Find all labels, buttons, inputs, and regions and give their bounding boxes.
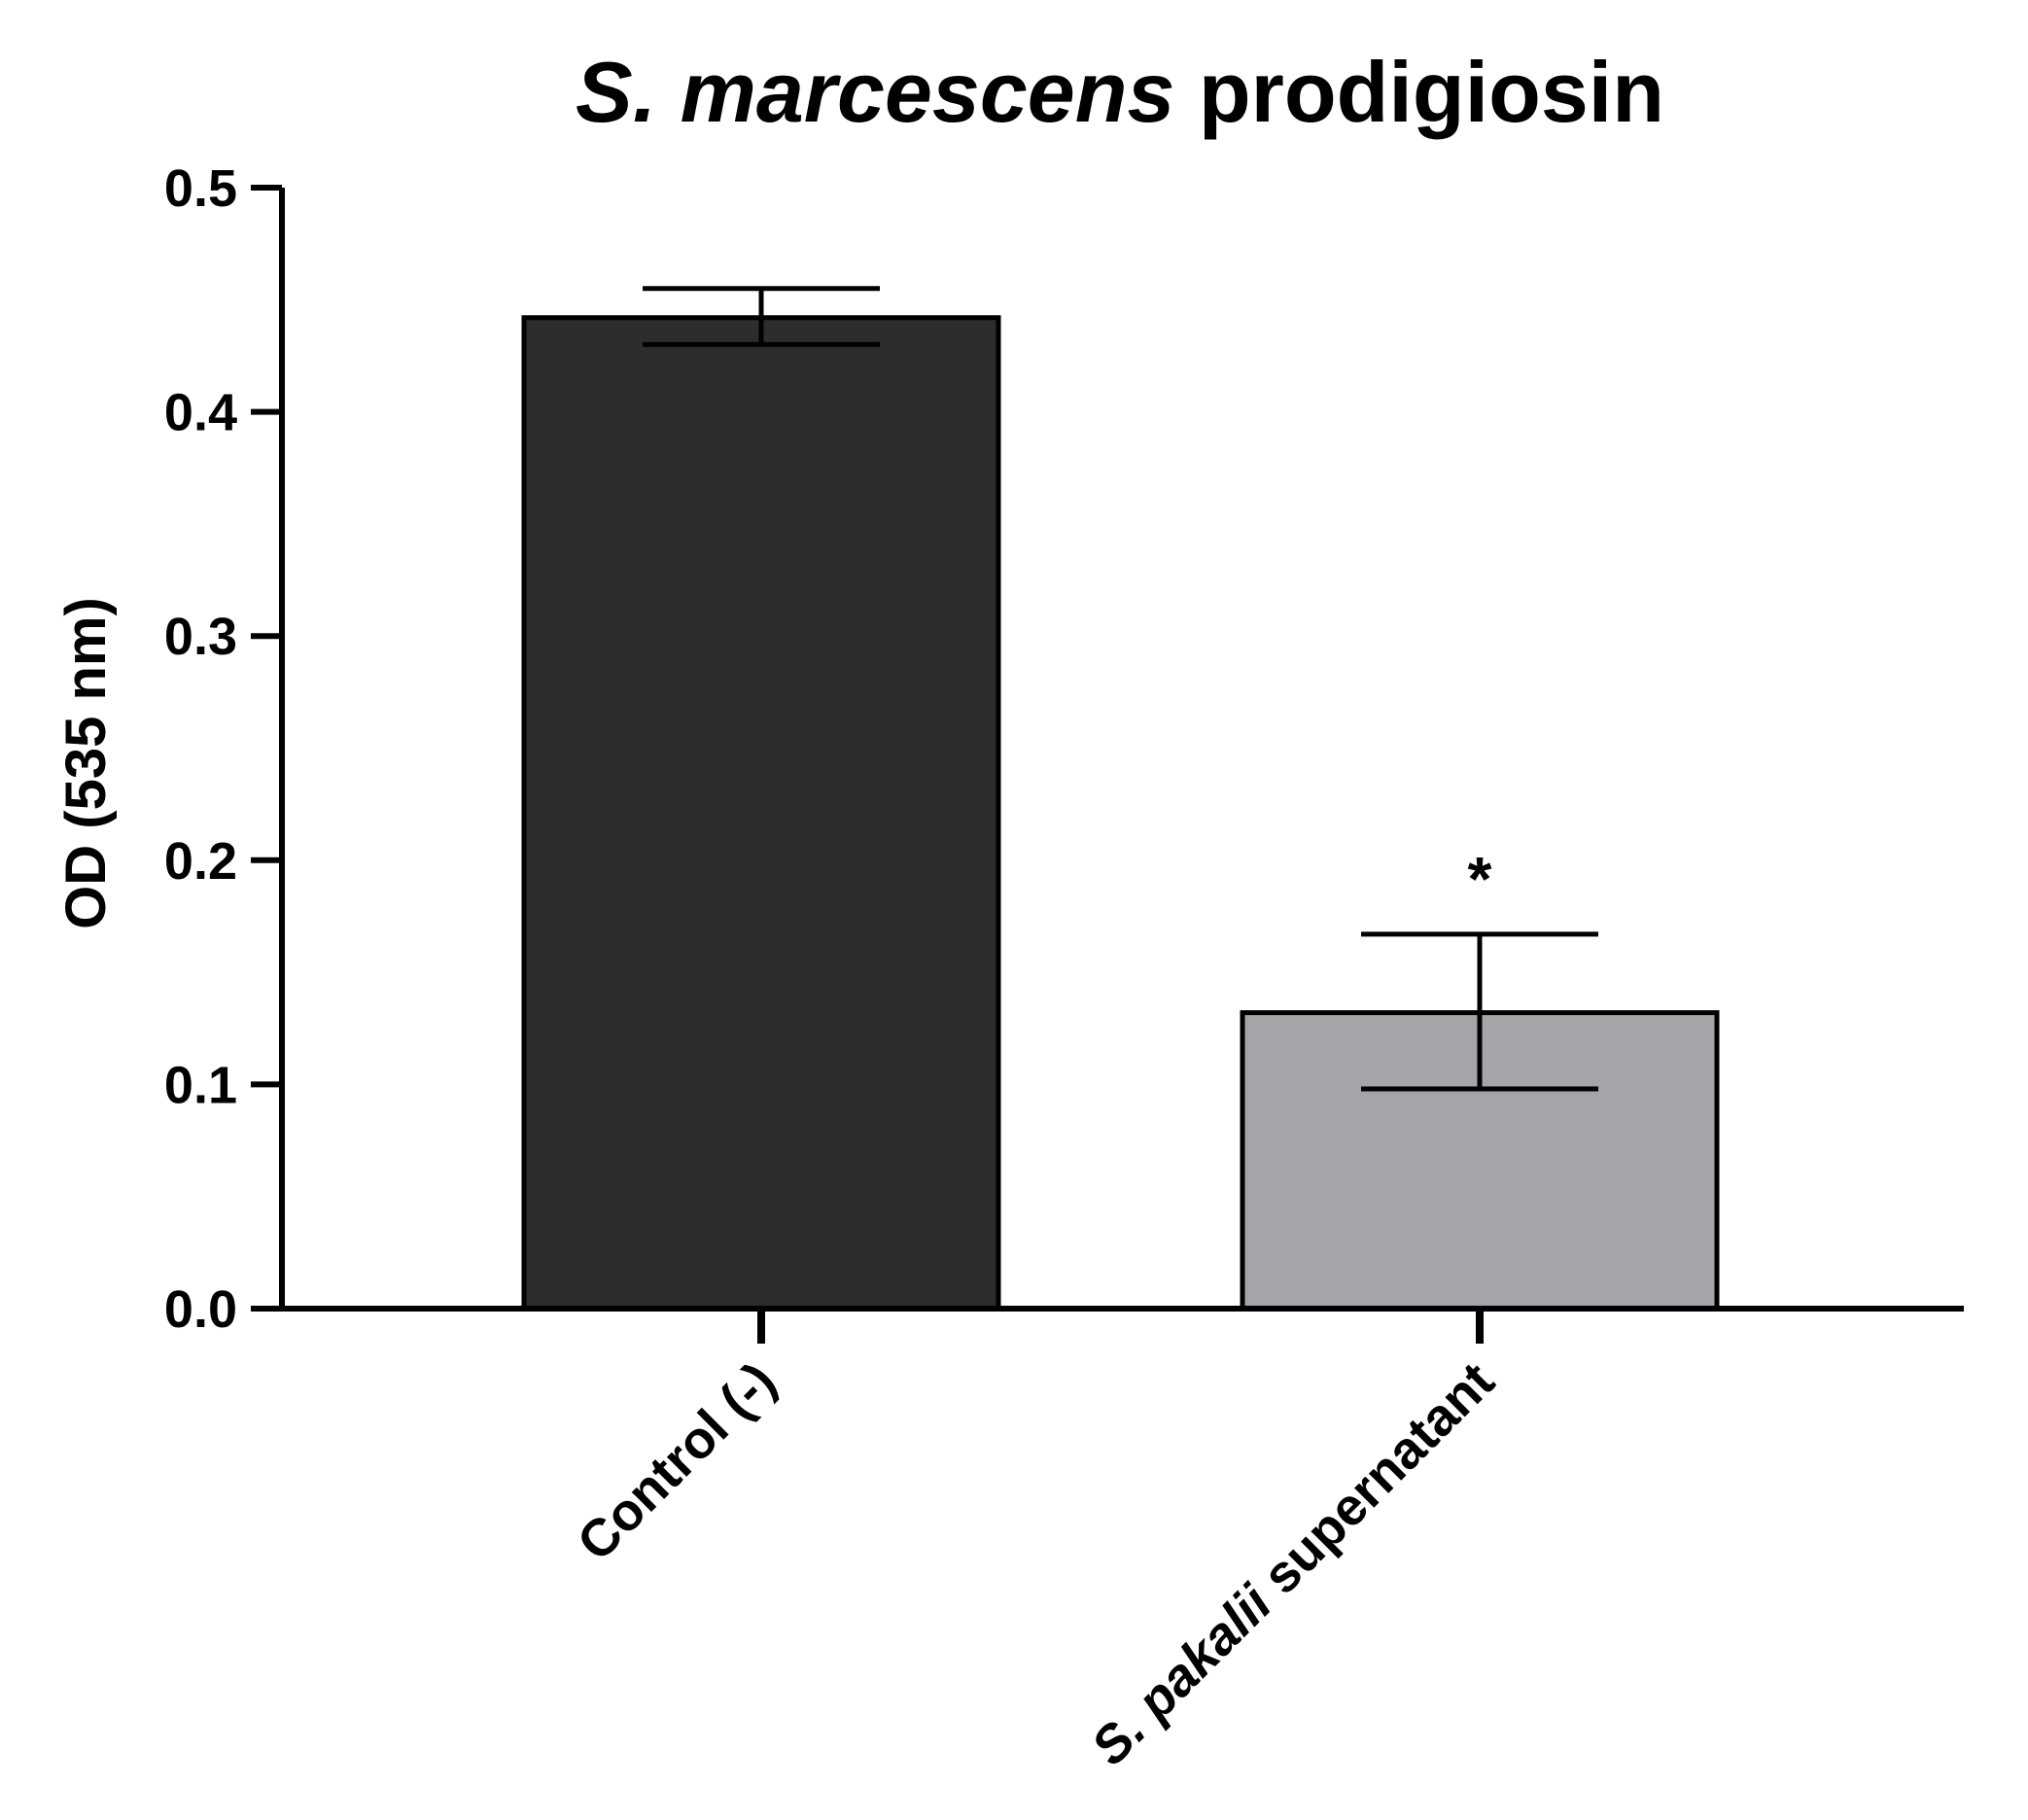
x-tick-label-1-regular: Control (-) (567, 1351, 787, 1572)
plot-area: * 0.0 0.1 0.2 0.3 0.4 0.5 Control (-) S. pakalii… (164, 159, 1964, 1776)
y-tick-label-2: 0.2 (164, 832, 237, 891)
significance-marker-2: * (1468, 844, 1492, 914)
y-tick-label-3: 0.3 (164, 608, 237, 666)
x-tick-label-2-regular: supernatant (1241, 1351, 1506, 1616)
chart-title: S. marcescens prodigiosin (576, 44, 1664, 140)
chart-title-italic: S. marcescens (576, 44, 1174, 140)
y-tick-label-0: 0.0 (164, 1280, 237, 1339)
y-tick-label-4: 0.4 (164, 384, 237, 442)
x-tick-label-2: S. pakalii supernatant (1080, 1351, 1505, 1776)
y-tick-label-1: 0.1 (164, 1056, 237, 1114)
bar-1 (521, 315, 1001, 1312)
y-tick-label-5: 0.5 (164, 159, 237, 218)
chart-title-regular: prodigiosin (1174, 44, 1664, 140)
y-axis-label: OD (535 nm) (54, 597, 118, 929)
x-tick-label-2-italic: S. pakalii (1080, 1574, 1283, 1777)
x-tick-label-1: Control (-) (567, 1351, 787, 1572)
